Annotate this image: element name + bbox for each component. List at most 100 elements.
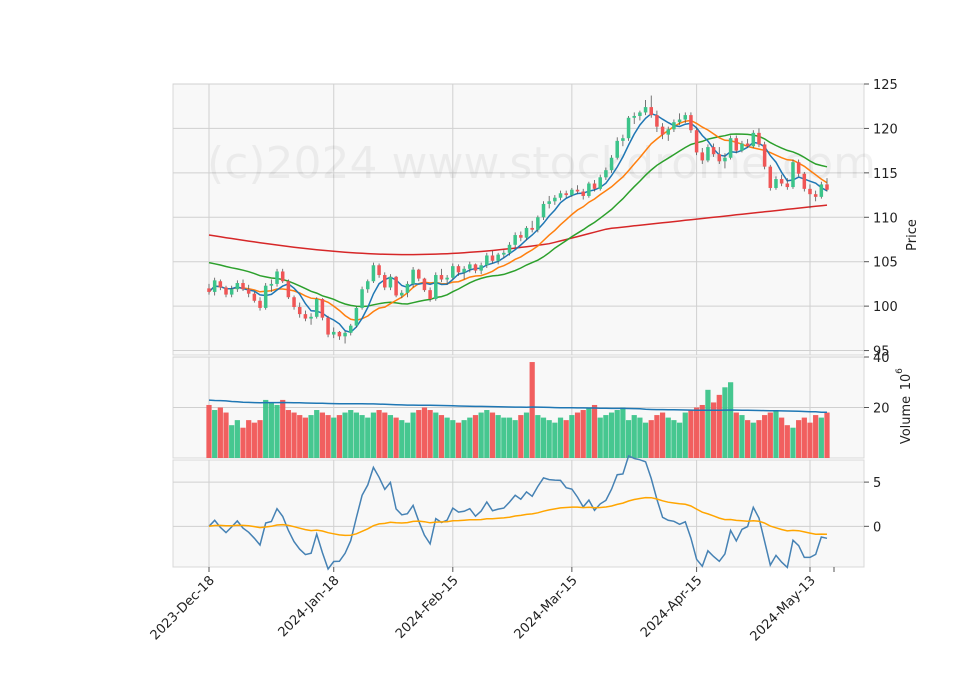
volume-bar [722, 387, 728, 458]
candle-body [507, 244, 512, 253]
candle-body [490, 255, 495, 261]
volume-bar [229, 425, 235, 458]
volume-bar [779, 417, 785, 458]
x-tick-label: 2023-Dec-18 [148, 573, 218, 643]
volume-bar [535, 415, 541, 458]
candle-body [473, 264, 478, 271]
volume-bars [206, 362, 830, 458]
candle-body [263, 285, 268, 308]
volume-bar [614, 410, 620, 458]
candle-body [570, 189, 574, 196]
volume-bar [382, 412, 388, 458]
volume-bar [495, 415, 501, 458]
candle-body [558, 193, 563, 198]
candle-body [626, 117, 631, 139]
volume-bar [603, 415, 609, 458]
candle-body [524, 227, 529, 238]
volume-bar [501, 417, 507, 458]
price-tick-label: 95 [873, 345, 890, 360]
candle-body [258, 300, 262, 308]
volume-bar [813, 415, 819, 458]
candle-body [757, 132, 761, 145]
volume-bar [620, 407, 626, 458]
volume-bar [438, 415, 445, 458]
candle-body [309, 316, 313, 319]
volume-bar [739, 415, 745, 458]
volume-bar [274, 404, 280, 458]
candle-body [348, 325, 353, 333]
candle-body [456, 266, 461, 273]
volume-bar [285, 410, 291, 458]
volume-bar [529, 362, 535, 458]
candle-body [768, 166, 773, 188]
volume-bar [240, 427, 246, 458]
volume-bar [688, 410, 694, 458]
grid-lines [173, 83, 864, 567]
volume-bar [569, 415, 575, 458]
volume-bar [467, 417, 473, 458]
volume-bar [637, 417, 643, 458]
candle-body [331, 331, 336, 335]
volume-bar [302, 417, 308, 458]
candle-body [479, 265, 483, 271]
volume-bar [552, 422, 558, 458]
candle-body [643, 107, 648, 113]
volume-bar [410, 412, 416, 458]
volume-bar [472, 415, 479, 458]
candle-body [666, 129, 671, 135]
candle-body [604, 170, 608, 178]
volume-bar [484, 410, 490, 458]
slow-moving-average-line [208, 133, 828, 308]
candle-body [280, 271, 285, 282]
candle-body [411, 269, 415, 284]
candle-body [496, 254, 500, 261]
candle-body [587, 183, 591, 196]
volume-bar [728, 382, 734, 458]
candle-body [286, 281, 291, 298]
volume-bar [506, 417, 513, 458]
candle-body [581, 191, 585, 196]
candle-body [377, 265, 381, 276]
volume-bar [733, 412, 739, 458]
candle-body [439, 275, 444, 280]
volume-bar [648, 420, 654, 458]
candle-body [519, 235, 523, 238]
volume-bar [370, 412, 377, 458]
volume-bar [336, 415, 343, 458]
candle-body [706, 147, 710, 161]
candle-body [541, 203, 546, 218]
candle-body [575, 189, 580, 192]
volume-bar [631, 415, 637, 458]
candle-body [365, 281, 370, 290]
candle-body [621, 138, 625, 141]
volume-bar [591, 404, 598, 458]
volume-bar [234, 420, 240, 458]
volume-bar [376, 410, 382, 458]
volume-bar [512, 420, 518, 458]
candle-body [819, 184, 824, 197]
candle-body [212, 280, 217, 292]
price-axis-label: Price [905, 219, 920, 251]
price-tick-label: 105 [873, 256, 898, 271]
volume-bar [280, 399, 286, 458]
volume-bar [263, 399, 269, 458]
indicator-lines [208, 112, 828, 334]
candle-body [360, 289, 364, 308]
volume-bar [540, 417, 547, 458]
candle-body [405, 283, 410, 293]
candle-body [615, 140, 619, 158]
candle-body [422, 278, 427, 291]
candle-body [445, 277, 449, 280]
volume-bar [404, 422, 411, 458]
candle-body [388, 276, 393, 288]
volume-bar [450, 420, 456, 458]
volume-bar [455, 422, 462, 458]
volume-bar [393, 417, 399, 458]
volume-bar [767, 412, 773, 458]
volume-bar [348, 410, 354, 458]
price-tick-label: 120 [873, 122, 898, 137]
candle-body [343, 332, 347, 337]
panel-2 [172, 459, 865, 568]
candle-body [485, 255, 489, 266]
